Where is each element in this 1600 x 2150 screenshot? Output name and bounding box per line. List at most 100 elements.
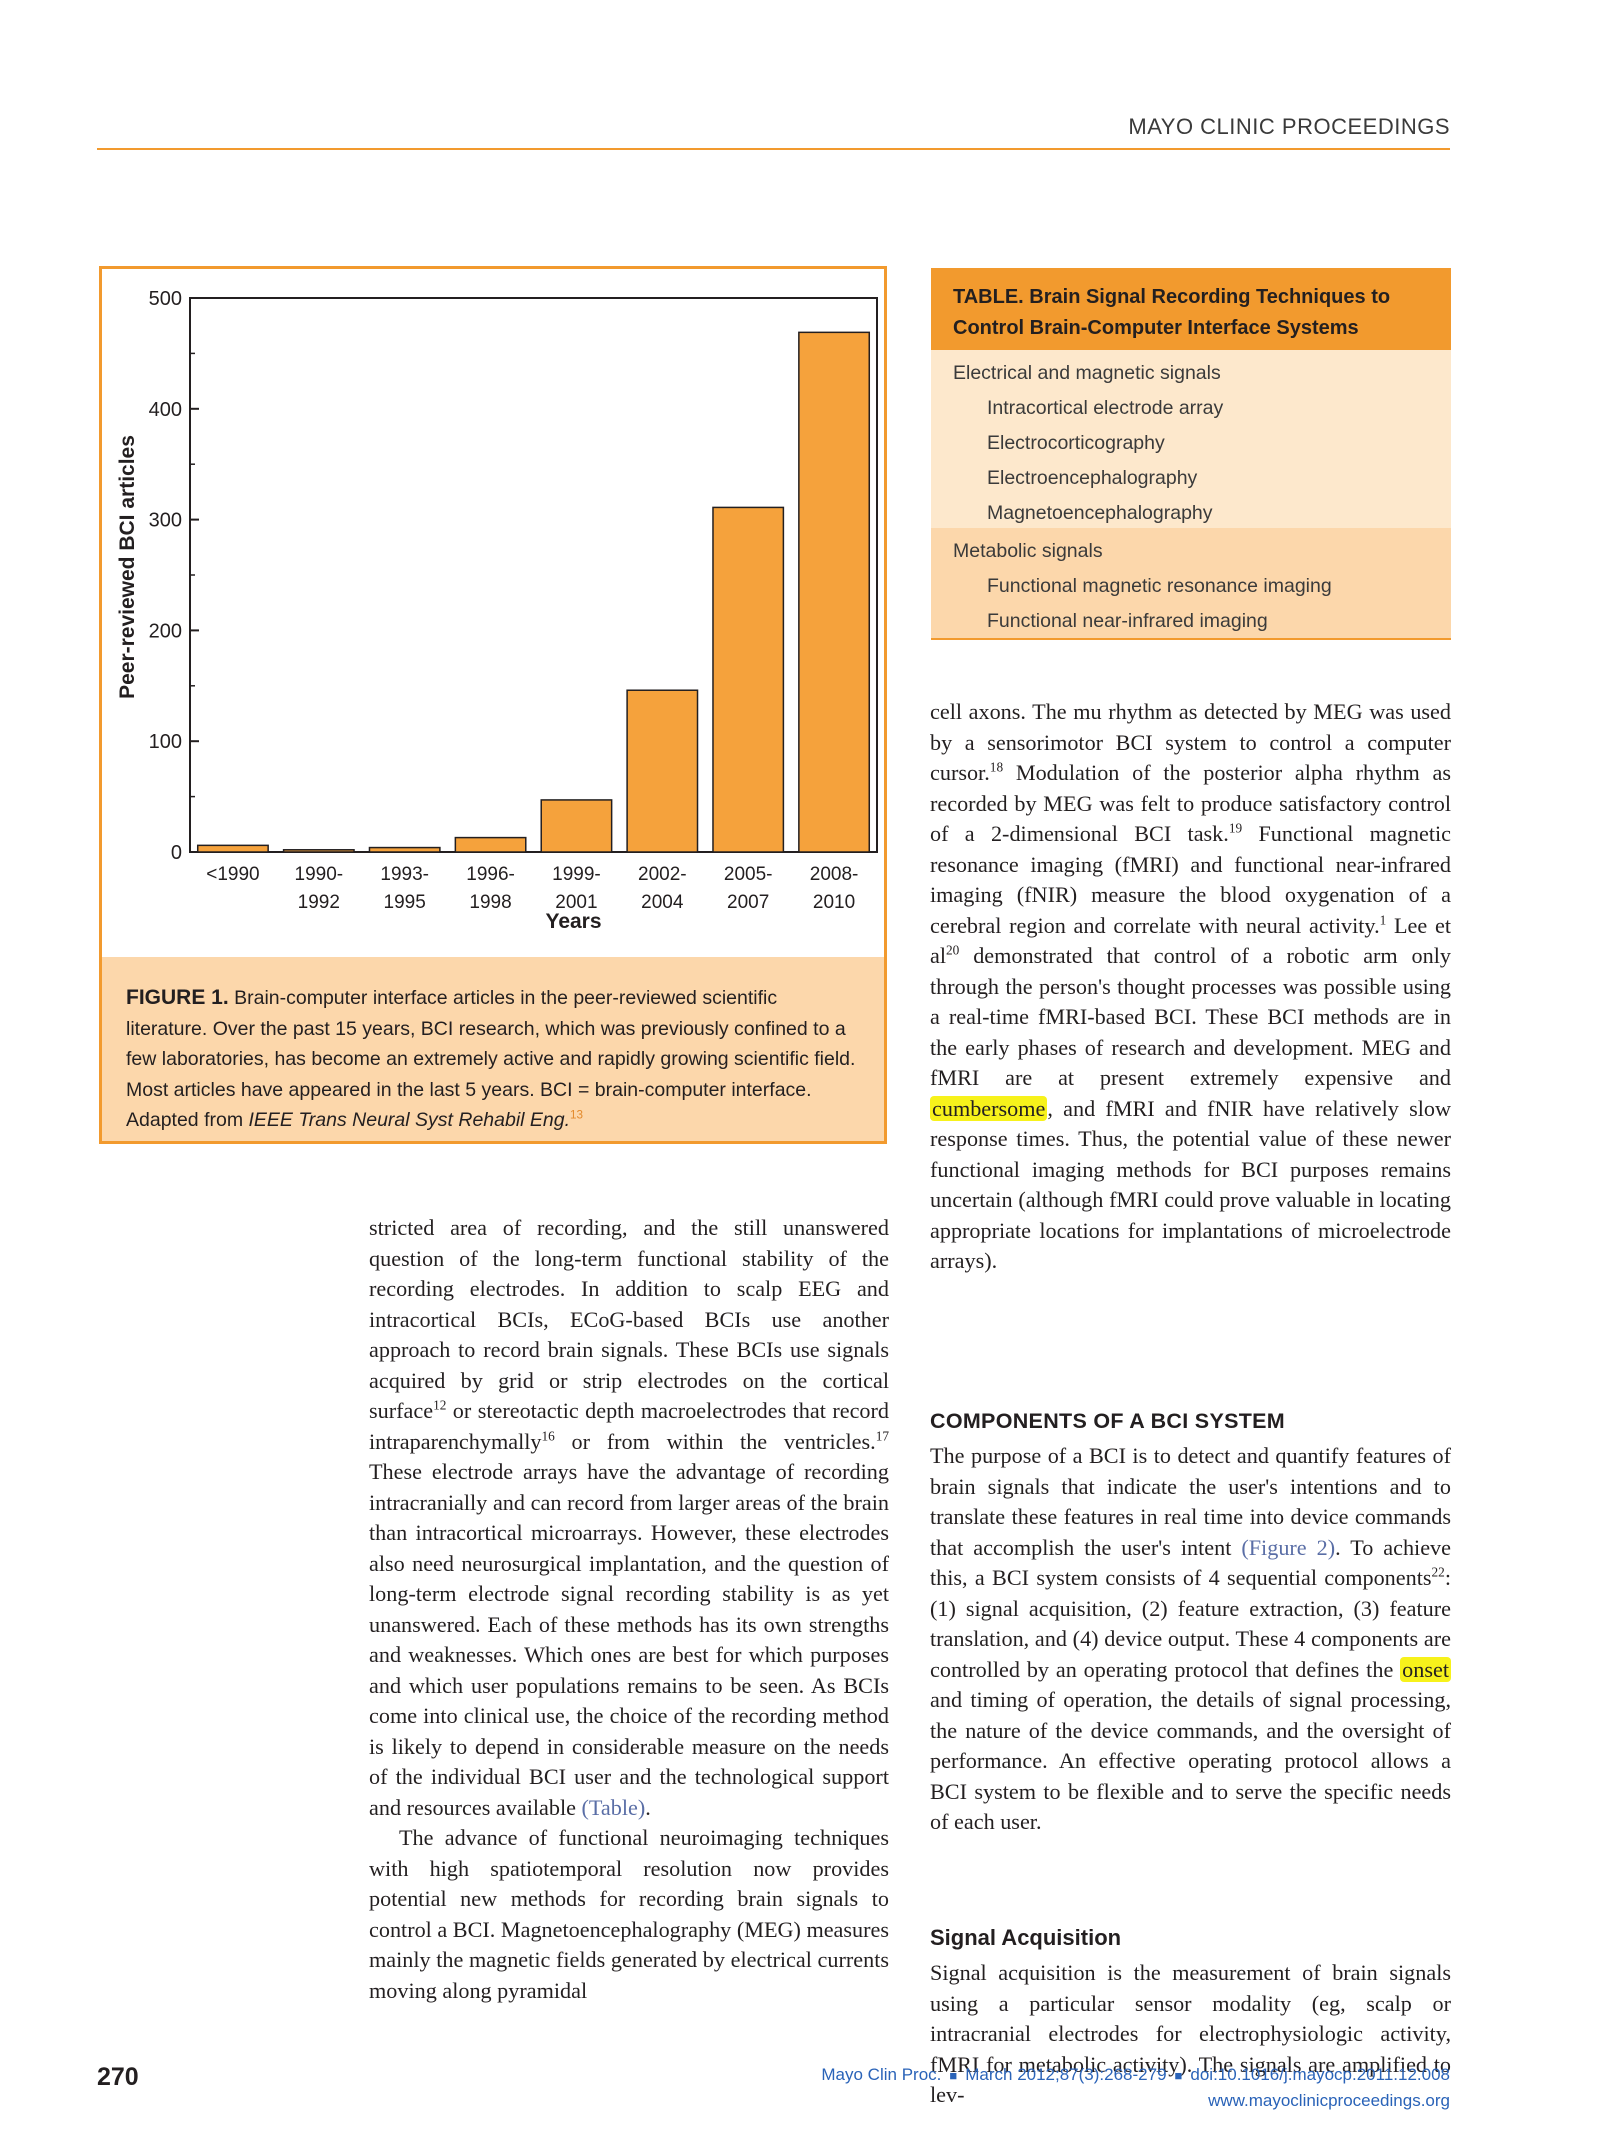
bar-chart: 0 100 200 300 400 500 <1990 1990- 1992 1993- 1995 1… — [116, 288, 878, 933]
recording-techniques-table: TABLE. Brain Signal Recording Techniques… — [931, 268, 1451, 640]
bar — [626, 689, 699, 853]
y-axis-label: Peer-reviewed BCI articles — [116, 435, 139, 699]
table-group-electrical: Electrical and magnetic signals Intracor… — [931, 350, 1451, 528]
text-run: . — [645, 1794, 651, 1820]
section-heading: COMPONENTS OF A BCI SYSTEM — [930, 1409, 1286, 1433]
x-tick-label: 2008- — [810, 864, 859, 885]
square-bullet-icon: ■ — [949, 2068, 958, 2083]
bar — [712, 506, 785, 853]
x-tick-label: 1990- — [295, 864, 344, 885]
text-run: and timing of operation, the details of … — [930, 1687, 1451, 1834]
x-tick-label: 1995 — [384, 892, 426, 913]
x-tick-label: 2005- — [724, 864, 773, 885]
table-group-metabolic: Metabolic signals Functional magnetic re… — [931, 528, 1451, 640]
y-tick-label: 400 — [149, 399, 182, 421]
figure-caption: FIGURE 1. Brain-computer interface artic… — [102, 957, 884, 1141]
paragraph: The purpose of a BCI is to detect and qu… — [930, 1441, 1451, 1838]
text-run: The purpose of a BCI is to detect and qu… — [930, 1443, 1451, 1560]
bar — [540, 799, 613, 853]
citation-doi[interactable]: doi:10.1016/j.mayocp.2011.12.008 — [1190, 2065, 1450, 2084]
citation-date: March 2012;87(3):268-279 — [965, 2065, 1167, 2084]
x-tick-label: 2010 — [813, 892, 855, 913]
y-tick-label: 500 — [149, 288, 182, 310]
x-tick-label: 2007 — [727, 892, 769, 913]
reference-20[interactable]: 20 — [946, 942, 960, 958]
text-run: stricted area of recording, and the stil… — [369, 1215, 889, 1423]
table-title: TABLE. Brain Signal Recording Techniques… — [931, 268, 1451, 350]
table-title-line-2: Control Brain-Computer Interface Systems — [953, 317, 1359, 339]
reference-12[interactable]: 12 — [433, 1397, 447, 1413]
table-row: Functional near-infrared imaging — [987, 610, 1268, 632]
x-tick-label: 2002- — [638, 864, 687, 885]
text-run: demonstrated that control of a robotic a… — [930, 943, 1451, 1090]
page-number: 270 — [97, 2063, 139, 2091]
bar — [798, 331, 871, 853]
reference-22[interactable]: 22 — [1431, 1564, 1445, 1580]
text-run: cell axons. The mu rhythm as detected by… — [930, 699, 1451, 785]
text-run: or stereotactic depth macroelectrodes th… — [369, 1398, 889, 1454]
y-tick-label: 0 — [171, 842, 182, 864]
table-category: Metabolic signals — [953, 540, 1103, 562]
reference-16[interactable]: 16 — [541, 1428, 555, 1444]
figure-1: 0 100 200 300 400 500 <1990 1990- 1992 1993- 1995 1… — [99, 266, 887, 1144]
caption-source: IEEE Trans Neural Syst Rehabil Eng. — [248, 1109, 571, 1131]
table-row: Electroencephalography — [987, 467, 1198, 489]
components-section: COMPONENTS OF A BCI SYSTEM The purpose o… — [930, 1406, 1451, 1838]
paragraph: Signal acquisition is the measurement of… — [930, 1960, 1451, 2107]
bar — [282, 849, 355, 853]
paragraph: cell axons. The mu rhythm as detected by… — [930, 697, 1451, 1277]
reference-19[interactable]: 19 — [1228, 820, 1243, 836]
text-run: . To achieve this, a BCI system consists… — [930, 1534, 1451, 1591]
table-row: Intracortical electrode array — [987, 397, 1224, 419]
x-tick-label: 2004 — [641, 892, 684, 913]
x-tick-label: 1993- — [380, 864, 429, 885]
text-run: Functional magnetic resonance imaging (f… — [930, 821, 1451, 938]
running-head: MAYO CLINIC PROCEEDINGS — [1128, 114, 1450, 139]
x-tick-label: 2001 — [555, 892, 597, 913]
figure-2-link[interactable]: (Figure 2) — [1241, 1534, 1336, 1560]
reference-17[interactable]: 17 — [875, 1428, 889, 1444]
x-tick-label: <1990 — [206, 864, 259, 885]
x-tick-label: 1992 — [298, 892, 340, 913]
paragraph: stricted area of recording, and the stil… — [369, 1213, 889, 1823]
signal-acquisition-section: Signal Acquisition Signal acquisition is… — [930, 1923, 1451, 2111]
text-run: : (1) signal acquisition, (2) feature ex… — [930, 1565, 1451, 1682]
x-tick-label: 1999- — [552, 864, 601, 885]
text-run: or from within the ventricles. — [554, 1428, 876, 1454]
x-tick-label: 1998 — [469, 892, 511, 913]
text-run: Modulation of the posterior alpha rhythm… — [930, 760, 1451, 846]
subsection-heading: Signal Acquisition — [930, 1925, 1122, 1950]
citation-footer: Mayo Clin Proc. ■ March 2012;87(3):268-279… — [821, 2062, 1450, 2113]
highlighted-word: cumbersome — [930, 1095, 1048, 1121]
table-link[interactable]: (Table) — [581, 1794, 646, 1820]
bar — [196, 844, 269, 853]
header-rule — [97, 148, 1450, 150]
x-axis-label: Years — [545, 910, 601, 933]
x-tick-label: 1996- — [466, 864, 515, 885]
reference-18[interactable]: 18 — [989, 759, 1004, 775]
right-column-top: cell axons. The mu rhythm as detected by… — [930, 697, 1451, 1277]
bar — [454, 836, 527, 853]
y-tick-label: 300 — [149, 510, 182, 532]
text-run: These electrode arrays have the advantag… — [369, 1459, 889, 1820]
caption-ref: 13 — [570, 1108, 584, 1122]
reference-1[interactable]: 1 — [1379, 912, 1387, 928]
caption-label: FIGURE 1. — [126, 986, 229, 1009]
y-tick-label: 100 — [149, 731, 182, 753]
journal-website[interactable]: www.mayoclinicproceedings.org — [1208, 2091, 1450, 2110]
text-run: , and fMRI and fNIR have relatively slow… — [930, 1095, 1451, 1274]
table-title-line-1: TABLE. Brain Signal Recording Techniques… — [953, 286, 1391, 308]
caption-text: Brain-computer interface articles in the… — [126, 987, 856, 1131]
highlighted-word: onset — [1400, 1656, 1451, 1682]
paragraph: The advance of functional neuroimaging t… — [369, 1825, 890, 2003]
left-column: stricted area of recording, and the stil… — [369, 1213, 889, 2006]
table-row: Electrocorticography — [987, 432, 1165, 454]
bar — [368, 846, 441, 853]
y-tick-label: 200 — [149, 620, 182, 642]
table-row: Magnetoencephalography — [987, 502, 1213, 524]
table-row: Functional magnetic resonance imaging — [987, 575, 1332, 597]
square-bullet-icon: ■ — [1174, 2068, 1183, 2083]
table-category: Electrical and magnetic signals — [953, 362, 1221, 384]
text-run: Lee et al — [930, 912, 1451, 969]
citation-journal: Mayo Clin Proc. — [821, 2065, 942, 2084]
